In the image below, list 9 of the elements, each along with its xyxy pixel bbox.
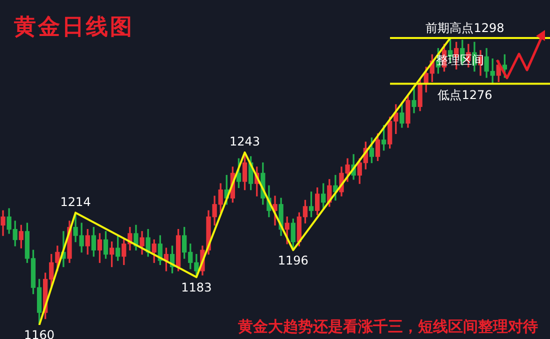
- annotation: 1183: [181, 280, 212, 294]
- ref-line-label: 低点1276: [438, 88, 492, 102]
- annotation: 1243: [230, 134, 260, 149]
- ref-line-label: 前期高点1298: [426, 21, 504, 36]
- annotation: 1160: [24, 328, 55, 339]
- chart-title: 黄金日线图: [14, 13, 134, 42]
- annotation: 1214: [60, 194, 91, 209]
- annotation: 1196: [278, 253, 308, 268]
- annotation: 黄金大趋势还是看涨千三，短线区间整理对待: [237, 317, 538, 336]
